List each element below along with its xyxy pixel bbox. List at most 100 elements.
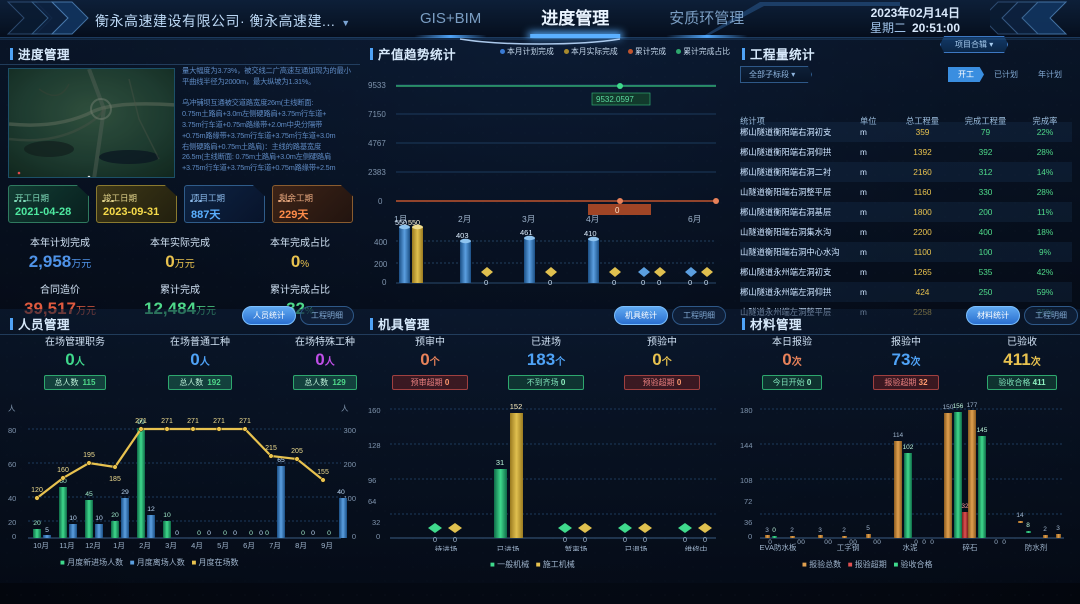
svg-text:271: 271: [187, 418, 199, 425]
svg-text:271: 271: [239, 418, 251, 425]
svg-text:160: 160: [57, 467, 69, 474]
svg-text:0: 0: [704, 278, 708, 287]
svg-text:0: 0: [930, 539, 934, 546]
svg-text:31: 31: [496, 458, 504, 467]
svg-text:暂离场: 暂离场: [565, 544, 588, 551]
svg-text:防水剂: 防水剂: [1025, 542, 1048, 551]
svg-text:29: 29: [121, 489, 129, 496]
svg-text:152: 152: [510, 402, 523, 411]
svg-text:5月: 5月: [217, 541, 229, 550]
svg-text:185: 185: [109, 476, 121, 483]
svg-text:114: 114: [893, 432, 904, 439]
svg-text:177: 177: [967, 402, 978, 409]
svg-text:32: 32: [372, 518, 380, 527]
svg-text:3: 3: [818, 527, 822, 534]
svg-text:200: 200: [374, 260, 388, 269]
svg-text:0: 0: [994, 539, 998, 546]
svg-text:0: 0: [548, 278, 552, 287]
svg-text:8: 8: [1026, 522, 1030, 529]
svg-text:550: 550: [395, 218, 407, 227]
svg-text:9月: 9月: [321, 541, 333, 550]
svg-text:9532.0597: 9532.0597: [596, 95, 634, 104]
svg-text:0: 0: [563, 535, 567, 544]
svg-text:400: 400: [374, 238, 388, 247]
svg-text:20: 20: [111, 512, 119, 519]
svg-text:4767: 4767: [368, 139, 386, 148]
svg-text:96: 96: [368, 476, 376, 485]
svg-text:2: 2: [790, 527, 794, 534]
svg-text:0: 0: [382, 278, 387, 287]
svg-text:0: 0: [615, 206, 620, 215]
svg-text:8月: 8月: [295, 541, 307, 550]
svg-text:271: 271: [213, 418, 225, 425]
svg-text:0: 0: [703, 535, 707, 544]
svg-text:0: 0: [249, 530, 253, 537]
svg-text:14: 14: [1016, 512, 1024, 519]
svg-text:32: 32: [961, 503, 969, 510]
svg-text:205: 205: [291, 448, 303, 455]
svg-text:271: 271: [161, 418, 173, 425]
svg-text:120: 120: [31, 487, 43, 494]
svg-text:128: 128: [368, 441, 381, 450]
svg-text:0: 0: [683, 535, 687, 544]
svg-text:7月: 7月: [269, 541, 281, 550]
svg-text:0: 0: [433, 535, 437, 544]
svg-text:195: 195: [83, 452, 95, 459]
svg-text:已退场: 已退场: [625, 545, 648, 551]
svg-text:0: 0: [207, 530, 211, 537]
svg-text:145: 145: [977, 427, 988, 434]
svg-text:40: 40: [8, 494, 16, 503]
svg-text:3: 3: [1056, 525, 1060, 532]
svg-text:6月: 6月: [243, 541, 255, 550]
svg-text:2月: 2月: [139, 541, 151, 550]
svg-text:215: 215: [265, 445, 277, 452]
svg-text:0: 0: [643, 535, 647, 544]
svg-text:0: 0: [12, 532, 16, 541]
svg-text:0: 0: [1002, 539, 1006, 546]
svg-text:156: 156: [953, 403, 964, 410]
svg-text:20: 20: [8, 518, 16, 527]
svg-text:271: 271: [135, 418, 147, 425]
svg-text:0: 0: [259, 530, 263, 537]
svg-text:60: 60: [8, 460, 16, 469]
svg-text:11月: 11月: [59, 541, 74, 550]
svg-text:0: 0: [748, 532, 752, 541]
svg-text:10: 10: [163, 512, 171, 519]
svg-text:EVA防水板: EVA防水板: [760, 542, 797, 551]
svg-text:9533: 9533: [368, 81, 386, 90]
svg-text:1月: 1月: [113, 541, 125, 550]
svg-text:2月: 2月: [458, 214, 471, 224]
svg-text:0: 0: [233, 530, 237, 537]
svg-text:0: 0: [922, 539, 926, 546]
svg-text:72: 72: [744, 497, 752, 506]
svg-text:人: 人: [8, 404, 16, 413]
svg-text:3: 3: [765, 527, 769, 534]
svg-text:200: 200: [343, 460, 356, 469]
svg-text:0: 0: [378, 197, 383, 206]
svg-text:20: 20: [33, 520, 41, 527]
svg-text:10月: 10月: [33, 541, 49, 550]
svg-text:10: 10: [95, 515, 103, 522]
svg-text:461: 461: [520, 228, 533, 237]
svg-text:403: 403: [456, 231, 469, 240]
svg-text:0: 0: [223, 530, 227, 537]
svg-text:工字钢: 工字钢: [837, 542, 860, 551]
svg-text:4月: 4月: [586, 214, 599, 224]
svg-text:碎石: 碎石: [963, 542, 978, 551]
svg-text:0: 0: [612, 278, 616, 287]
svg-text:0: 0: [772, 527, 776, 534]
svg-text:2: 2: [1043, 526, 1047, 533]
svg-text:0: 0: [801, 539, 805, 546]
svg-text:0: 0: [688, 278, 692, 287]
svg-text:160: 160: [368, 406, 381, 415]
svg-text:410: 410: [584, 229, 597, 238]
svg-text:12月: 12月: [85, 541, 101, 550]
svg-text:0: 0: [623, 535, 627, 544]
svg-text:12: 12: [147, 506, 155, 513]
svg-text:0: 0: [352, 532, 356, 541]
svg-text:102: 102: [903, 444, 914, 451]
svg-text:155: 155: [317, 469, 329, 476]
svg-text:水泥: 水泥: [903, 542, 918, 551]
svg-text:0: 0: [657, 278, 661, 287]
svg-text:5: 5: [866, 525, 870, 532]
